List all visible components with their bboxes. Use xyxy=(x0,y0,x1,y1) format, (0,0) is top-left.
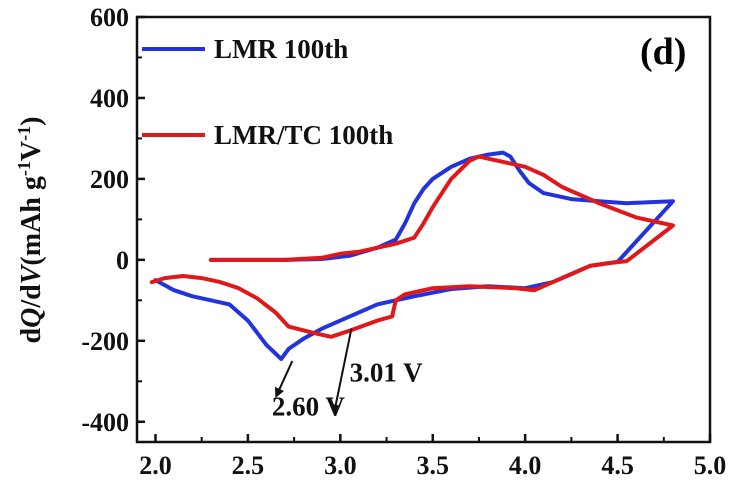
y-axis-title-part: d xyxy=(16,327,47,343)
y-tick-label: -400 xyxy=(81,408,129,437)
x-tick-label: 4.5 xyxy=(601,451,634,480)
y-axis-title-part: /d xyxy=(16,284,47,309)
plot-frame xyxy=(135,15,712,444)
y-axis-title-part: V xyxy=(16,263,47,284)
x-tick-label: 3.5 xyxy=(416,451,449,480)
y-tick-label: -200 xyxy=(81,327,129,356)
annotation-label: 3.01 V xyxy=(350,357,424,387)
y-axis-title-part: -1 xyxy=(14,126,34,141)
y-axis-title-part: -1 xyxy=(14,161,34,176)
y-axis-title: dQ/dV(mAh g-1V-1) xyxy=(14,117,47,344)
x-tick-label: 2.0 xyxy=(139,451,172,480)
y-tick-label: 200 xyxy=(90,165,129,194)
x-tick-label: 3.0 xyxy=(324,451,357,480)
legend-label: LMR/TC 100th xyxy=(214,120,393,150)
series-layer xyxy=(149,150,675,361)
annotation-arrow xyxy=(330,328,353,415)
y-axis-title-part: ) xyxy=(16,117,47,126)
x-tick-label: 5.0 xyxy=(694,451,727,480)
y-axis-title-part: V xyxy=(16,141,47,161)
y-tick-label: 0 xyxy=(116,246,129,275)
panel-label: (d) xyxy=(640,31,686,73)
x-tick-label: 4.0 xyxy=(509,451,542,480)
axis-ticks: 2.0 2.5 3.0 3.5 4.0 4.5 5.0 -400 -200 0 200 400 600 xyxy=(81,3,726,480)
y-tick-label: 400 xyxy=(90,84,129,113)
y-tick-label: 600 xyxy=(90,3,129,32)
legend-label: LMR 100th xyxy=(214,34,348,64)
annotations: 2.60 V3.01 V xyxy=(272,328,424,422)
series-line xyxy=(153,150,675,361)
y-axis-title-part: (mAh g xyxy=(16,176,47,265)
annotation-arrow xyxy=(275,360,294,398)
y-axis-title-part: Q xyxy=(16,308,47,328)
series-line xyxy=(149,154,675,339)
legend: LMR 100th LMR/TC 100th xyxy=(142,34,393,150)
x-tick-label: 2.5 xyxy=(232,451,265,480)
